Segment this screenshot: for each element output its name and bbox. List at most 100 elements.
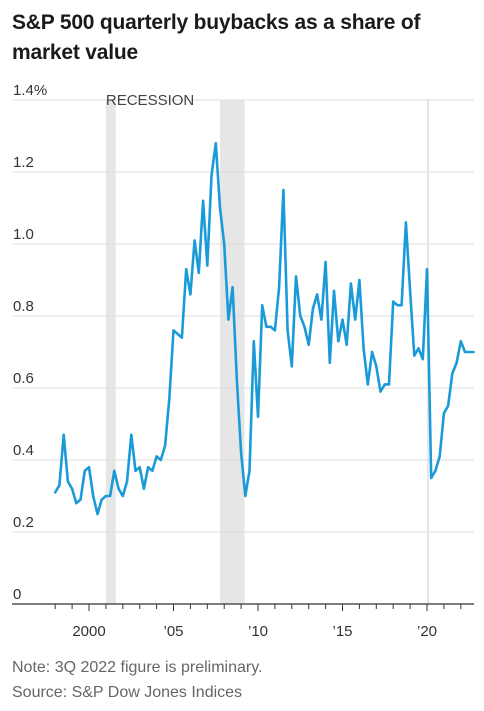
- recession-label: RECESSION: [106, 92, 194, 109]
- data-point: [231, 286, 234, 289]
- data-point: [92, 494, 95, 498]
- data-point: [294, 275, 298, 278]
- data-point: [375, 365, 378, 368]
- data-point: [218, 206, 222, 210]
- data-point: [193, 239, 196, 242]
- y-tick-label: 0: [13, 586, 21, 603]
- data-point: [349, 282, 353, 285]
- data-point: [117, 487, 120, 490]
- x-tick-label: ’20: [417, 623, 437, 640]
- data-point: [430, 476, 433, 480]
- data-point: [248, 469, 251, 472]
- data-point: [180, 336, 184, 339]
- data-point: [434, 469, 437, 472]
- data-point: [151, 469, 154, 472]
- data-point: [159, 458, 162, 462]
- y-tick-label: 0.2: [13, 514, 34, 531]
- data-point: [400, 304, 403, 307]
- data-point: [409, 289, 412, 292]
- source-text: Source: S&P Dow Jones Indices: [12, 684, 243, 701]
- series-line: [53, 141, 475, 516]
- data-point: [459, 340, 462, 343]
- chart-notes: Note: 3Q 2022 figure is preliminary. Sou…: [12, 655, 472, 705]
- data-point: [197, 271, 200, 274]
- data-point: [256, 415, 260, 418]
- data-point: [463, 350, 467, 354]
- y-tick-label: 1.0: [13, 226, 34, 243]
- chart-title: S&P 500 quarterly buybacks as a share of…: [12, 11, 421, 64]
- y-tick-label: 0.6: [13, 370, 34, 387]
- data-point: [210, 174, 213, 177]
- data-point: [455, 361, 458, 364]
- series-layer: [53, 141, 475, 516]
- data-point: [138, 466, 141, 469]
- data-point: [214, 142, 217, 145]
- data-point: [362, 347, 365, 350]
- note-text: Note: 3Q 2022 figure is preliminary.: [12, 659, 263, 676]
- data-point: [125, 480, 129, 483]
- data-point: [223, 242, 226, 246]
- data-point: [320, 318, 323, 321]
- data-point: [387, 383, 391, 386]
- y-tick-label: 1.4%: [13, 82, 47, 99]
- data-point: [413, 354, 416, 357]
- data-point: [227, 318, 230, 321]
- data-point: [244, 494, 247, 498]
- data-point: [172, 329, 175, 332]
- data-point: [379, 390, 382, 393]
- data-point: [447, 404, 450, 408]
- data-point: [383, 383, 386, 386]
- x-tick-label: ’05: [163, 623, 183, 640]
- data-point: [109, 494, 112, 498]
- data-point: [58, 484, 61, 487]
- data-point: [316, 293, 319, 296]
- gridlines: [12, 99, 474, 533]
- recession-band: [105, 100, 116, 604]
- data-point: [451, 372, 454, 375]
- data-point: [358, 278, 361, 282]
- data-point: [104, 494, 107, 498]
- data-point: [324, 260, 327, 264]
- data-point: [189, 293, 192, 296]
- data-point: [142, 487, 146, 490]
- data-point: [155, 455, 158, 458]
- data-point: [425, 268, 429, 271]
- data-point: [307, 343, 310, 346]
- data-point: [286, 329, 289, 332]
- data-point: [163, 444, 167, 447]
- data-point: [404, 221, 407, 224]
- y-tick-label: 0.4: [13, 442, 34, 459]
- data-point: [282, 188, 285, 192]
- data-point: [62, 433, 65, 436]
- data-point: [75, 502, 78, 505]
- data-point: [265, 325, 268, 328]
- data-point: [396, 304, 399, 307]
- x-tick-label: ’15: [332, 623, 352, 640]
- data-point: [206, 264, 209, 267]
- data-point: [273, 329, 276, 332]
- x-axis: [12, 603, 474, 611]
- data-point: [438, 455, 441, 458]
- data-point: [54, 491, 57, 494]
- data-point: [71, 487, 74, 490]
- data-point: [278, 286, 281, 289]
- data-point: [370, 350, 374, 354]
- data-point: [328, 361, 331, 364]
- data-point: [269, 325, 272, 328]
- x-tick-label: 2000: [72, 623, 105, 640]
- data-point: [66, 480, 69, 483]
- data-point: [176, 332, 179, 336]
- data-point: [96, 512, 99, 516]
- data-point: [235, 379, 238, 382]
- x-tick-label: ’10: [248, 623, 268, 640]
- data-point: [341, 318, 344, 321]
- data-point: [130, 433, 133, 436]
- y-tick-label: 1.2: [13, 154, 34, 171]
- data-point: [83, 469, 86, 472]
- data-point: [252, 340, 255, 343]
- data-point: [472, 350, 475, 354]
- data-point: [168, 397, 171, 400]
- data-point: [113, 469, 116, 472]
- data-point: [201, 199, 205, 202]
